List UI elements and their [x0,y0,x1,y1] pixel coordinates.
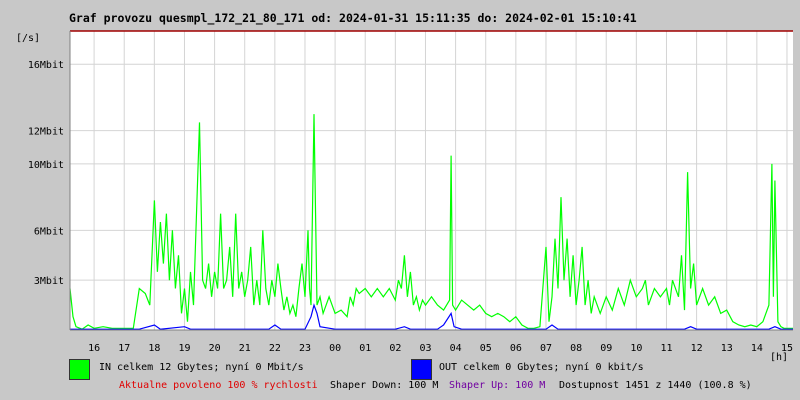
chart-title: Graf provozu quesmpl_172_21_80_171 od: 2… [69,11,637,25]
x-tick-label: 09 [600,343,612,354]
y-tick-label: 16Mbit [28,60,64,71]
y-ticks: 3Mbit 6Mbit 10Mbit 12Mbit 16Mbit [28,60,64,287]
y-axis-label: [/s] [16,33,40,44]
x-tick-label: 23 [299,343,311,354]
x-tick-label: 16 [88,343,100,354]
series-layer [69,114,793,330]
series-line-out [70,303,793,330]
x-tick-label: 04 [450,343,462,354]
y-tick-label: 12Mbit [28,127,64,138]
out-legend-label: OUT celkem 0 Gbytes; nyní 0 kbit/s [439,362,644,373]
x-tick-label: 10 [630,343,642,354]
x-tick-label: 18 [148,343,160,354]
x-tick-label: 14 [751,343,763,354]
shaper-down-text: Shaper Down: 100 M [330,380,439,391]
x-ticks: 16 17 18 19 20 21 22 23 00 01 02 03 04 05 06 07 08 09 10 11… [88,343,793,354]
x-tick-label: 02 [389,343,401,354]
x-tick-label: 12 [691,343,703,354]
x-tick-label: 13 [721,343,733,354]
x-tick-label: 15 [781,343,793,354]
y-tick-label: 10Mbit [28,160,64,171]
x-tick-label: 11 [660,343,672,354]
out-legend-swatch [411,359,432,380]
series-line-in [69,114,793,330]
x-tick-label: 01 [359,343,371,354]
availability-text: Dostupnost 1451 z 1440 (100.8 %) [559,380,752,391]
x-tick-label: 21 [239,343,251,354]
in-legend-swatch [69,359,90,380]
x-tick-label: 19 [178,343,190,354]
x-tick-label: 17 [118,343,130,354]
y-tick-label: 6Mbit [34,226,64,237]
x-tick-label: 07 [540,343,552,354]
x-tick-label: 22 [269,343,281,354]
allowed-speed-text: Aktualne povoleno 100 % rychlosti [119,380,318,391]
y-tick-label: 3Mbit [34,276,64,287]
in-legend-label: IN celkem 12 Gbytes; nyní 0 Mbit/s [99,362,304,373]
x-tick-label: 03 [419,343,431,354]
x-tick-label: 00 [329,343,341,354]
x-tick-label: 06 [510,343,522,354]
x-axis-unit-label: [h] [770,352,788,363]
grid [70,31,793,330]
x-tick-label: 20 [209,343,221,354]
x-tick-label: 08 [570,343,582,354]
shaper-up-text: Shaper Up: 100 M [449,380,546,391]
x-tick-label: 05 [480,343,492,354]
